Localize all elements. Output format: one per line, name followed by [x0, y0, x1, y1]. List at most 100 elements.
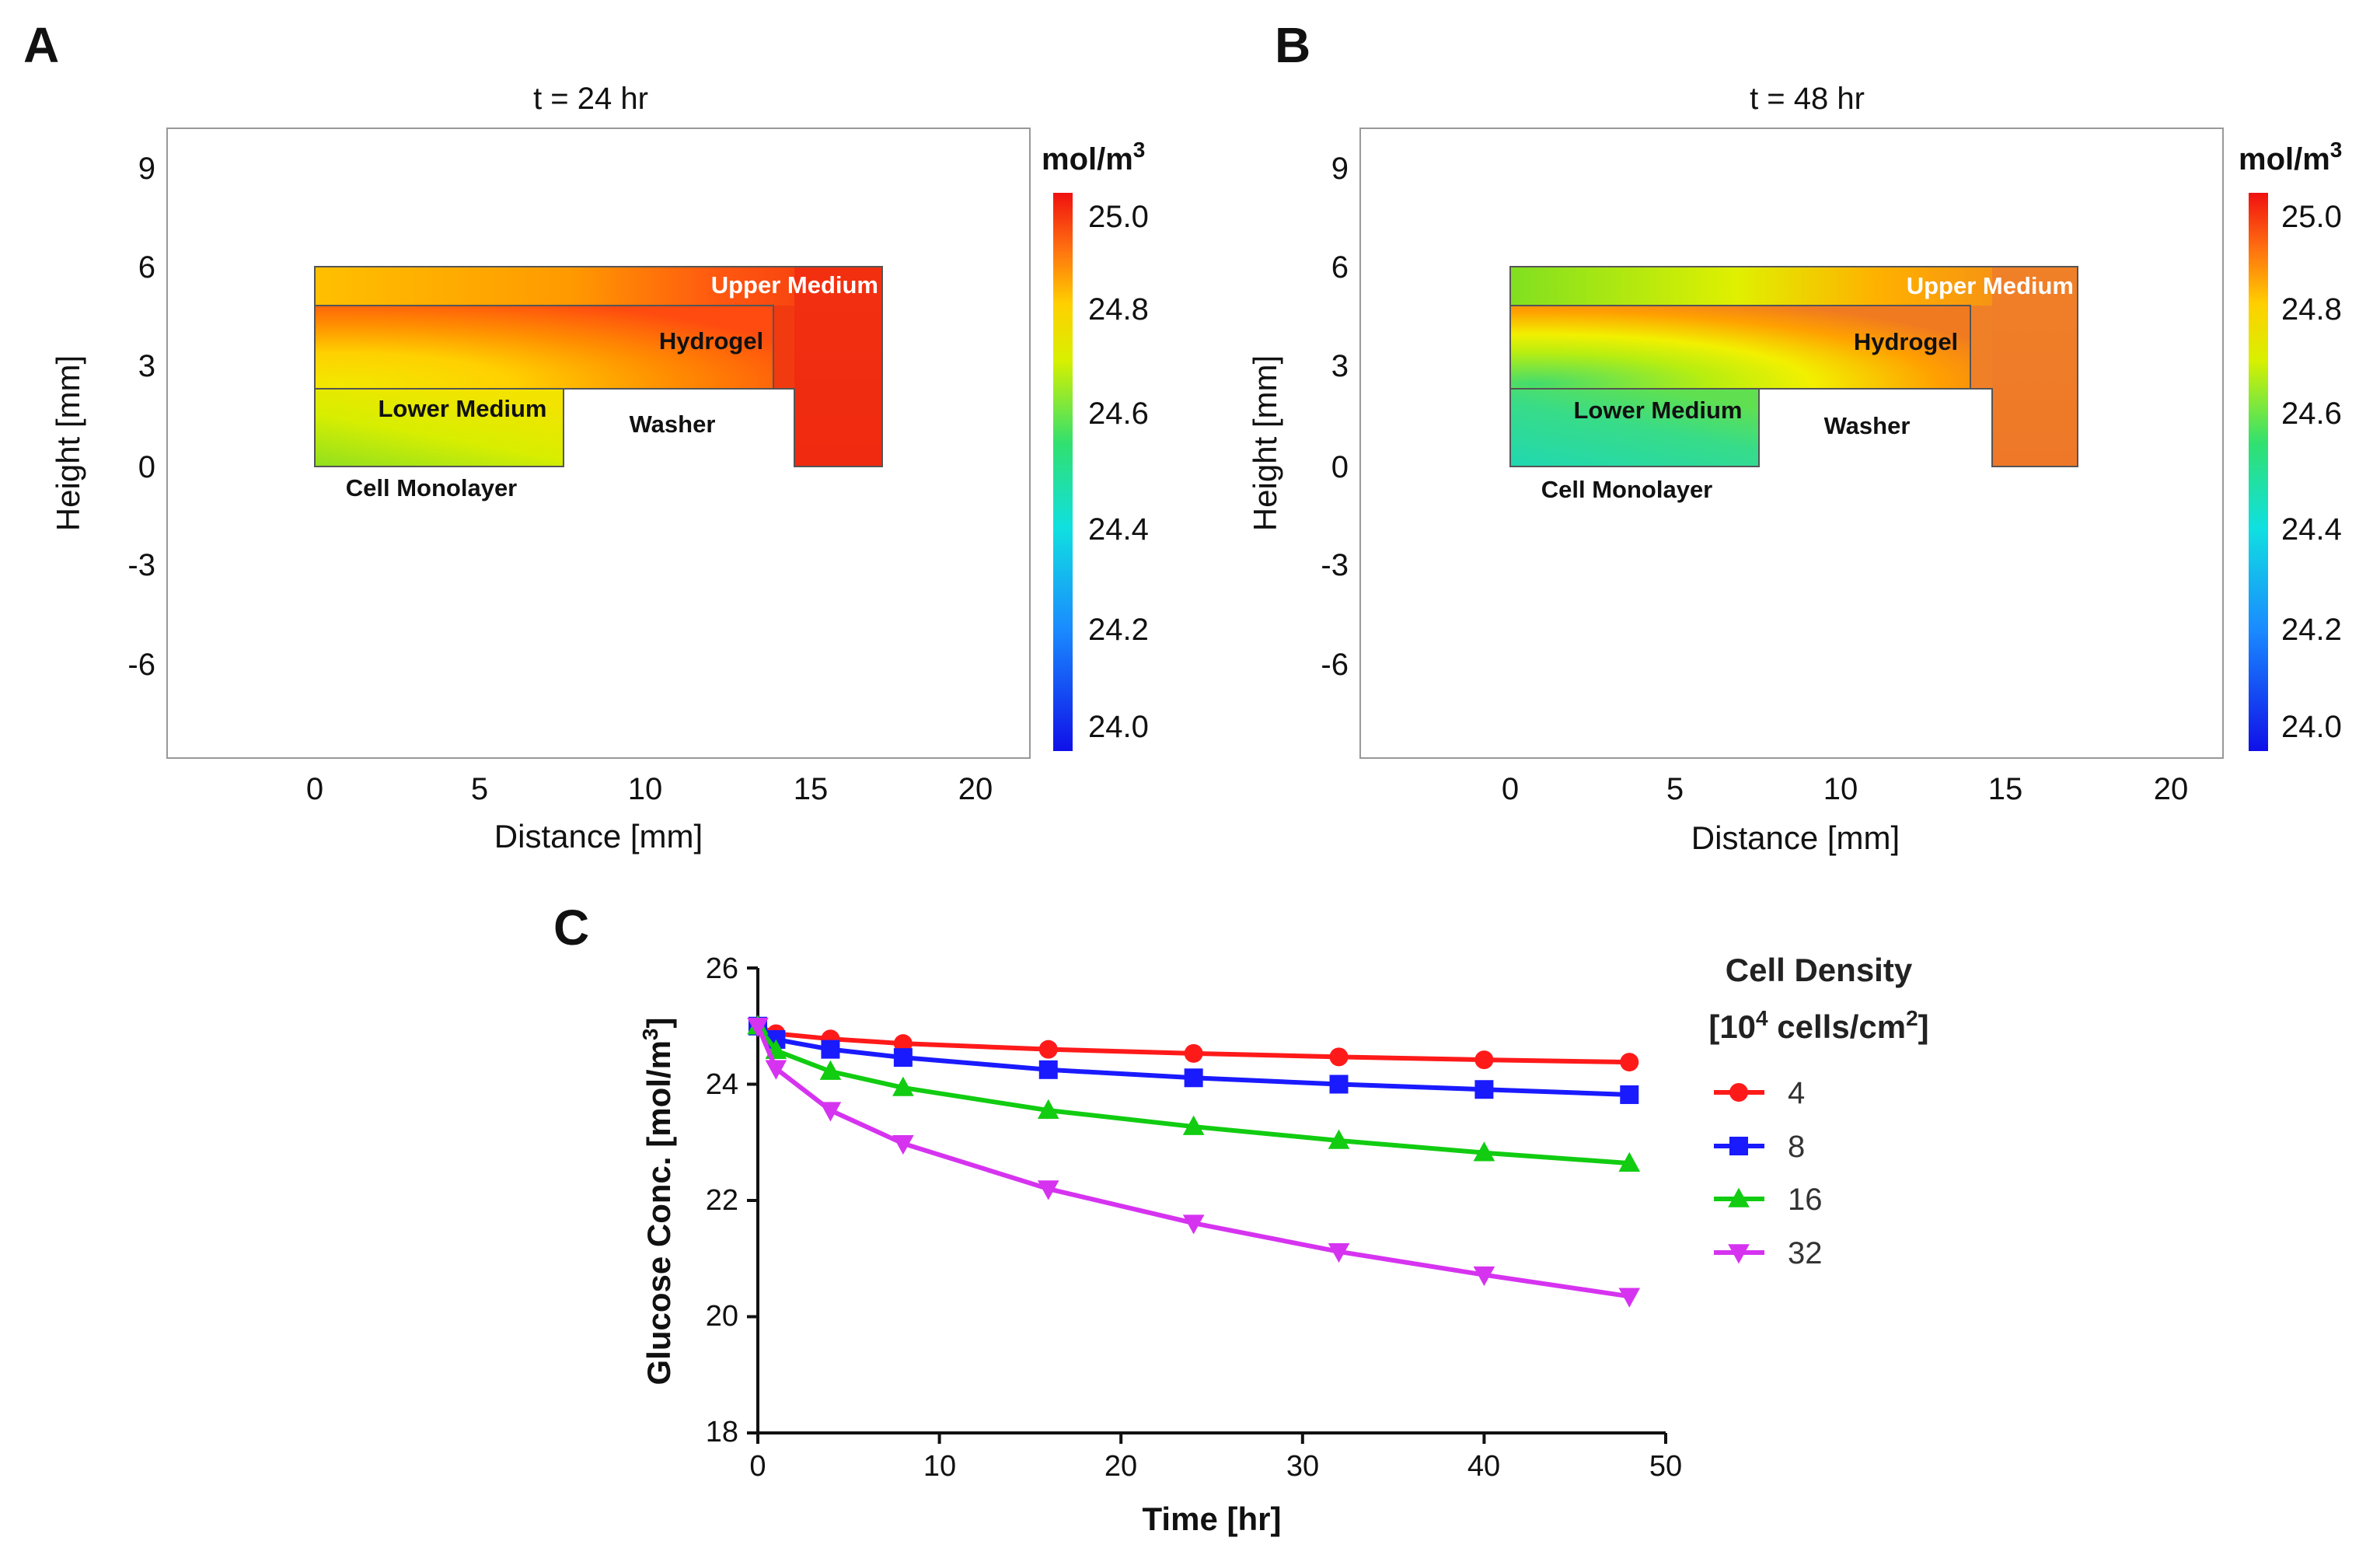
panel-a-lower-medium-label: Lower Medium: [378, 395, 546, 422]
panel-b-hydrogel-label: Hydrogel: [1854, 328, 1958, 355]
panel-a-hydrogel-region: [315, 306, 773, 389]
data-point: [1620, 1085, 1639, 1104]
panel-c-y-axis-label: Glucose Conc. [mol/m3]: [638, 1018, 677, 1386]
y-tick: 22: [706, 1184, 738, 1217]
panel-a-domain-outline: [314, 266, 883, 467]
y-tick: 6: [1331, 250, 1349, 285]
panel-c-x-axis-label: Time [hr]: [1143, 1501, 1282, 1537]
legend-title-line2: [104 cells/cm2]: [1708, 1006, 1928, 1045]
data-point: [1037, 1180, 1059, 1200]
panel-c-x-ticks: 0 10 20 30 40 50: [749, 1450, 1682, 1483]
panel-c: C 26 24 22 20 18 0 10 20 30 40 50 Time […: [553, 900, 1929, 1537]
panel-a: A t = 24 hr Upper Medium Hydrogel Lower …: [23, 17, 1149, 854]
panel-a-colorbar-gradient: [1053, 193, 1073, 751]
panel-b-hydrogel-boundary: [1510, 305, 1971, 389]
legend-items: 4 8 16 32: [1714, 1076, 1823, 1270]
legend-label: 32: [1788, 1236, 1823, 1270]
colorbar-tick: 25.0: [1088, 200, 1149, 234]
panel-a-lower-medium-region: [315, 389, 564, 466]
panel-b-colorbar-gradient: [2249, 193, 2268, 751]
y-tick: 18: [706, 1416, 738, 1448]
colorbar-tick: 24.4: [2281, 512, 2342, 547]
legend-label: 4: [1788, 1076, 1805, 1110]
x-tick: 10: [628, 772, 663, 806]
data-point: [1473, 1141, 1495, 1162]
data-point: [1473, 1266, 1495, 1287]
data-point: [1182, 1115, 1205, 1135]
panel-b: B t = 48 hr Upper Medium Hydrogel Lower …: [1247, 17, 2342, 856]
legend-marker: [1728, 1187, 1750, 1207]
panel-b-right-column-region: [1992, 267, 2078, 466]
panel-a-y-axis-label: Height [mm]: [50, 355, 86, 531]
x-tick: 20: [1105, 1450, 1137, 1483]
legend-label: 16: [1788, 1183, 1823, 1217]
panel-a-title: t = 24 hr: [533, 82, 648, 116]
legend-item: 32: [1714, 1236, 1823, 1270]
panel-a-colorbar: mol/m3 25.0 24.8 24.6 24.4 24.2 24.0: [1042, 138, 1149, 751]
y-tick: -3: [127, 548, 155, 582]
panel-b-x-axis-label: Distance [mm]: [1691, 819, 1900, 856]
panel-c-series-group: [747, 1015, 1641, 1308]
data-point: [765, 1060, 787, 1080]
legend-marker: [1729, 1083, 1748, 1102]
legend-item: 8: [1714, 1130, 1805, 1164]
x-tick: 0: [306, 772, 323, 806]
panel-a-plot-frame: [166, 128, 1031, 759]
y-tick: 20: [706, 1300, 738, 1333]
panel-b-domain-outline: [1509, 266, 2078, 467]
series-line: [756, 1025, 1630, 1299]
panel-a-x-ticks: 0 5 10 15 20: [306, 772, 993, 806]
x-tick: 15: [1988, 772, 2023, 806]
data-point: [892, 1134, 914, 1155]
data-point: [1329, 1075, 1349, 1094]
data-point: [819, 1060, 842, 1080]
colorbar-unit-sup: 3: [1133, 138, 1146, 162]
data-point: [819, 1102, 842, 1122]
series-4: [749, 1016, 1639, 1072]
legend-label: 8: [1788, 1130, 1805, 1164]
panel-b-cell-monolayer-label: Cell Monolayer: [1541, 476, 1713, 503]
x-tick: 20: [958, 772, 993, 806]
panel-b-washer-label: Washer: [1824, 412, 1911, 439]
data-point: [1620, 1053, 1639, 1072]
panel-b-hydrogel-region: [1510, 306, 1970, 389]
panel-a-x-axis-label: Distance [mm]: [494, 818, 703, 854]
data-point: [1329, 1047, 1349, 1067]
series-8: [749, 1016, 1639, 1104]
colorbar-tick: 24.6: [1088, 397, 1149, 431]
panel-b-colorbar-unit: mol/m3: [2239, 138, 2342, 176]
legend-marker: [1729, 1137, 1748, 1155]
data-point: [1618, 1151, 1641, 1172]
panel-b-letter: B: [1275, 17, 1310, 73]
panel-b-hydrogel-edge-region: [1970, 306, 1992, 389]
data-point: [1328, 1242, 1350, 1263]
colorbar-tick: 24.2: [2281, 613, 2342, 647]
legend-title-sup: 4: [1756, 1006, 1768, 1030]
panel-a-right-column-region: [794, 267, 882, 466]
panel-a-hydrogel-label: Hydrogel: [659, 327, 763, 355]
panel-a-upper-medium-label: Upper Medium: [711, 271, 878, 299]
colorbar-tick: 24.0: [2281, 710, 2342, 744]
panel-c-y-ticks: 26 24 22 20 18: [706, 952, 738, 1448]
x-tick: 0: [1502, 772, 1519, 806]
panel-a-colorbar-unit: mol/m3: [1042, 138, 1145, 176]
legend-title-part: cells/cm: [1768, 1008, 1906, 1045]
panel-a-cell-monolayer-label: Cell Monolayer: [346, 474, 518, 501]
x-tick: 5: [471, 772, 488, 806]
panel-b-y-ticks: 9 6 3 0 -3 -6: [1321, 152, 1349, 682]
y-tick: 3: [1331, 349, 1349, 383]
colorbar-tick: 24.2: [1088, 613, 1149, 647]
legend-title-line1: Cell Density: [1726, 952, 1913, 988]
y-tick: 26: [706, 952, 738, 985]
x-tick: 30: [1286, 1450, 1319, 1483]
colorbar-tick: 24.0: [1088, 710, 1149, 744]
panel-a-hydrogel-edge-region: [773, 306, 794, 389]
data-point: [1184, 1043, 1203, 1063]
legend-item: 4: [1714, 1076, 1805, 1110]
y-tick: -3: [1321, 548, 1349, 582]
y-axis-label-main: Glucose Conc. [mol/m: [640, 1040, 677, 1385]
panel-a-letter: A: [23, 17, 59, 73]
colorbar-tick: 25.0: [2281, 200, 2342, 234]
y-axis-label-sup: 3: [638, 1029, 662, 1041]
